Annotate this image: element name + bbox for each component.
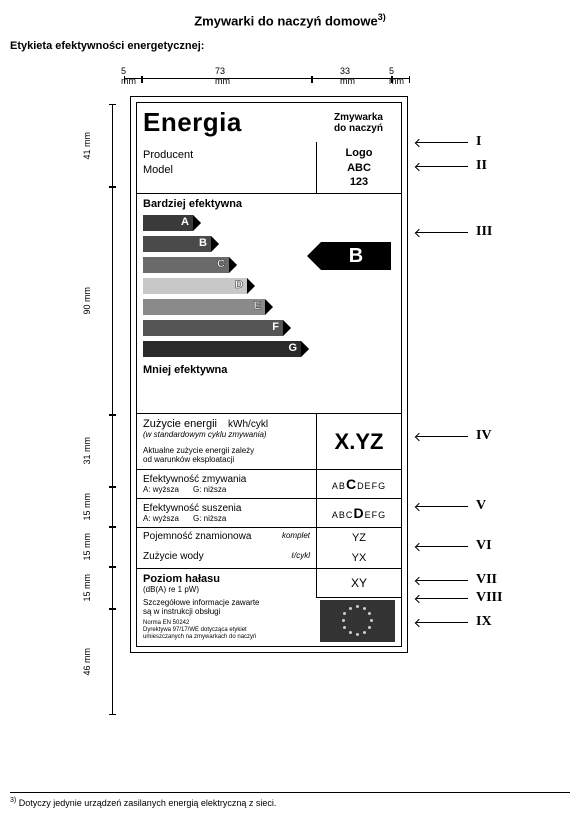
producer-section: Producent Model Logo ABC 123 bbox=[137, 142, 401, 193]
rating-letter: B bbox=[321, 242, 391, 270]
category-line2: do naczyń bbox=[320, 123, 397, 134]
water-value: YX bbox=[321, 552, 397, 564]
pointer-II: II bbox=[416, 158, 487, 174]
model-label: Model bbox=[143, 164, 312, 176]
consumption-value: X.YZ bbox=[321, 429, 397, 455]
page: Zmywarki do naczyń domowe3) Etykieta efe… bbox=[0, 0, 580, 820]
energy-label: Energia Zmywarka do naczyń Producent Mod… bbox=[130, 96, 408, 652]
pointer-VI: VI bbox=[416, 538, 492, 554]
footnote-sup: 3) bbox=[10, 797, 16, 804]
dry-title: Efektywność suszenia bbox=[143, 503, 312, 514]
less-efficient-label: Mniej efektywna bbox=[143, 364, 395, 376]
efficiency-bars: ABCDEFG bbox=[143, 214, 395, 358]
efficiency-bar: D bbox=[143, 277, 395, 295]
efficiency-bar: G bbox=[143, 340, 395, 358]
pointer-VIII: VIII bbox=[416, 590, 502, 606]
title-text: Zmywarki do naczyń domowe bbox=[194, 13, 378, 28]
noise-sub: (dB(A) re 1 pW) bbox=[143, 585, 312, 594]
logo-box: Logo ABC 123 bbox=[321, 146, 397, 189]
dry-grade: ABCDEFG bbox=[321, 505, 397, 521]
consumption-sub: (w standardowym cyklu zmywania) bbox=[143, 430, 312, 439]
capacity-value: YZ bbox=[321, 532, 397, 544]
pointer-I: I bbox=[416, 134, 481, 150]
footnote: 3) Dotyczy jedynie urządzeń zasilanych e… bbox=[10, 792, 570, 808]
logo-l2: ABC bbox=[321, 161, 397, 175]
energy-title: Energia bbox=[143, 107, 312, 138]
header-section: Energia Zmywarka do naczyń bbox=[137, 103, 401, 142]
noise-title: Poziom hałasu bbox=[143, 573, 312, 585]
wash-grade: ABCDEFG bbox=[321, 476, 397, 492]
document-subtitle: Etykieta efektywności energetycznej: bbox=[10, 40, 570, 52]
norm-text: Norma EN 50242 Dyrektywa 97/17/WE dotycz… bbox=[143, 620, 310, 640]
rating-arrow: B bbox=[321, 242, 391, 270]
dry-section: Efektywność suszenia A: wyższaG: niższa … bbox=[137, 498, 401, 527]
eu-flag-icon bbox=[320, 600, 395, 642]
noise-value: XY bbox=[321, 576, 397, 590]
logo-l1: Logo bbox=[321, 146, 397, 160]
producer-label: Producent bbox=[143, 149, 312, 161]
efficiency-bar: F bbox=[143, 319, 395, 337]
logo-l3: 123 bbox=[321, 175, 397, 189]
water-row: Zużycie wodyℓ/cykl bbox=[143, 551, 310, 562]
dry-sub: A: wyższaG: niższa bbox=[143, 514, 312, 523]
document-title: Zmywarki do naczyń domowe3) bbox=[10, 12, 570, 28]
pointer-III: III bbox=[416, 224, 492, 240]
layout-area: 5 mm73 mm33 mm5 mm 41 mm90 mm31 mm15 mm1… bbox=[10, 66, 570, 786]
pointer-IV: IV bbox=[416, 428, 492, 444]
consumption-section: Zużycie energii kWh/cykl (w standardowym… bbox=[137, 413, 401, 469]
footnote-text: Dotyczy jedynie urządzeń zasilanych ener… bbox=[19, 798, 277, 808]
capacity-water-section: Pojemność znamionowakomplet YZ Zużycie w… bbox=[137, 527, 401, 568]
title-sup: 3) bbox=[378, 12, 386, 22]
category-line1: Zmywarka bbox=[320, 112, 397, 123]
info-note: Szczegółowe informacje zawarte są w inst… bbox=[143, 599, 310, 617]
noise-section: Poziom hałasu (dB(A) re 1 pW) XY Szczegó… bbox=[137, 568, 401, 646]
efficiency-section: Bardziej efektywna ABCDEFG Mniej efektyw… bbox=[137, 193, 401, 413]
pointer-IX: IX bbox=[416, 614, 492, 630]
consumption-title: Zużycie energii kWh/cykl bbox=[143, 418, 312, 430]
pointer-VII: VII bbox=[416, 572, 497, 588]
energy-label-inner: Energia Zmywarka do naczyń Producent Mod… bbox=[136, 102, 402, 646]
wash-sub: A: wyższaG: niższa bbox=[143, 485, 312, 494]
pointer-V: V bbox=[416, 498, 486, 514]
more-efficient-label: Bardziej efektywna bbox=[143, 198, 395, 210]
wash-title: Efektywność zmywania bbox=[143, 474, 312, 485]
efficiency-bar: A bbox=[143, 214, 395, 232]
consumption-note: Aktualne zużycie energii zależy od warun… bbox=[143, 447, 312, 465]
wash-section: Efektywność zmywania A: wyższaG: niższa … bbox=[137, 469, 401, 498]
efficiency-bar: E bbox=[143, 298, 395, 316]
capacity-row: Pojemność znamionowakomplet bbox=[143, 531, 310, 542]
